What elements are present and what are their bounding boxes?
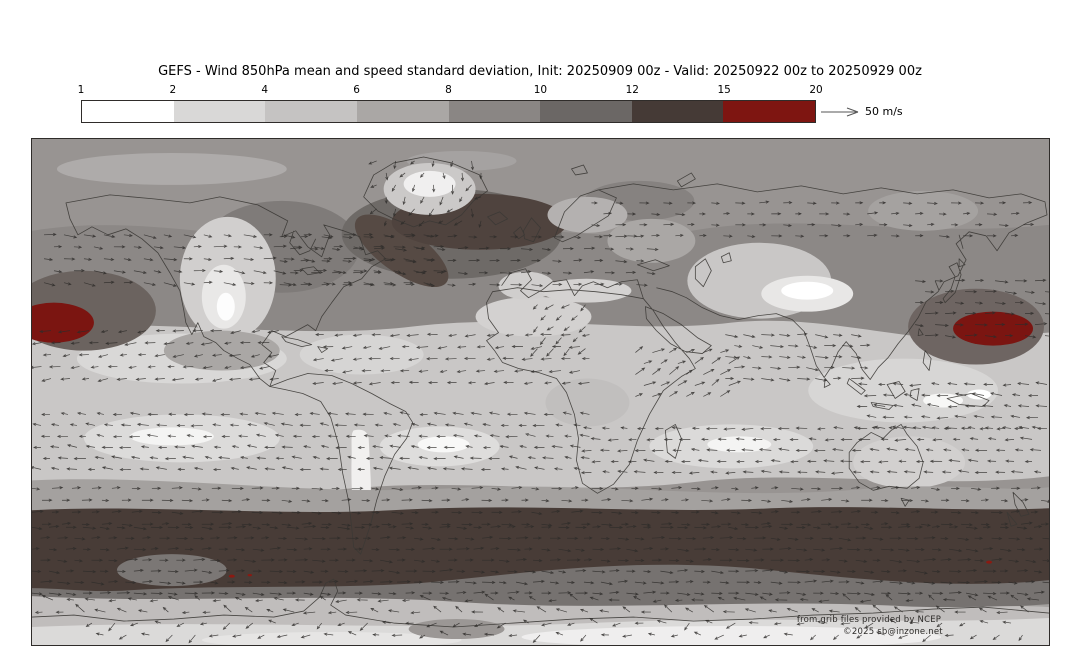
wind-arrow-field-16 [530,304,586,357]
colorbar-tick-label: 20 [809,84,823,96]
wind-arrows-layer [32,160,1049,644]
colorbar-segment-1-to-2 [82,101,174,122]
wind-arrow-field-4 [368,160,483,229]
colorbar-segment-4-to-6 [265,101,357,122]
colorbar-segment-10-to-12 [540,101,632,122]
stddev-shading-layer [32,139,1049,645]
data-source-credit: from grib files provided by NCEP [796,615,942,625]
colorbar-segment-6-to-8 [356,101,449,122]
map-canvas [32,139,1049,645]
copyright-credit: ©2025 sb@inzone.net [843,627,943,637]
wind-arrow-field-10 [32,411,590,472]
colorbar-tick-label: 15 [717,84,731,96]
colorbar-tick-label: 6 [353,84,360,96]
wind-arrow-field-1 [279,234,659,288]
wind-arrow-field-13 [32,524,1049,597]
colorbar-tick-labels: 1 2 4 6 8 10 12 15 20 [77,84,823,97]
colorbar-segment-15-to-20 [723,101,815,122]
colorbar-segment-12-to-15 [631,101,724,122]
world-map [31,138,1050,646]
reference-vector-label: 50 m/s [865,105,903,118]
page-title: GEFS - Wind 850hPa mean and speed standa… [158,64,922,79]
colorbar-tick-label: 2 [169,84,177,96]
wind-arrow-field-7 [635,346,741,397]
wind-arrow-field-5 [32,329,279,382]
wind-arrow-field-9 [856,381,1048,431]
colorbar-segment-2-to-4 [173,101,266,122]
colorbar-tick-label: 12 [625,84,639,96]
wind-arrow-field-8 [725,332,871,382]
wind-arrow-field-3 [915,278,1049,339]
wind-arrow-field-14 [32,593,1040,615]
colorbar-tick-label: 8 [445,84,452,96]
coastlines [32,156,1049,628]
wind-arrow-field-12 [32,485,1049,527]
wind-arrow-field-6 [312,332,590,386]
wind-arrow-field-0 [43,232,448,287]
colorbar [81,100,816,123]
colorbar-segment-8-to-10 [448,101,541,122]
colorbar-tick-label: 1 [77,84,85,96]
wind-arrow-field-2 [591,200,1035,239]
reference-vector-key: 50 m/s [820,100,903,123]
reference-wind-arrow-icon [821,107,859,116]
wind-arrow-field-11 [580,425,1042,475]
colorbar-tick-label: 10 [533,84,548,96]
colorbar-tick-label: 4 [261,84,269,96]
wind-arrow-field-15 [85,617,1023,644]
